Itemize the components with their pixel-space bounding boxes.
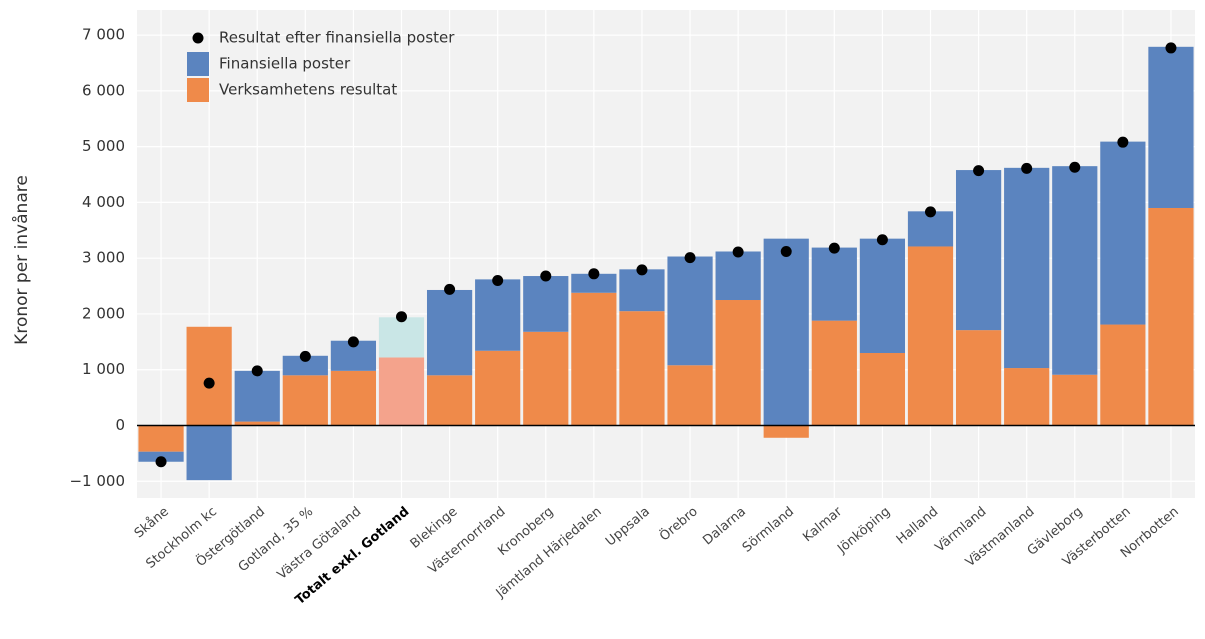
result-point (780, 245, 792, 257)
x-tick-label: Skåne (132, 504, 172, 541)
result-point (1021, 162, 1033, 174)
bar-segment (1052, 374, 1098, 426)
result-point (492, 274, 504, 286)
result-point (636, 264, 648, 276)
result-point (1117, 136, 1129, 148)
result-point (1069, 161, 1081, 173)
x-tick-label: Jönköping (834, 504, 893, 557)
bar-segment (667, 256, 713, 366)
bar-segment (619, 311, 665, 426)
y-axis-label: Kronor per invånare (11, 175, 32, 345)
result-point (973, 165, 985, 177)
y-tick-label: 6 000 (82, 81, 125, 99)
result-point (828, 242, 840, 254)
legend-label: Finansiella poster (219, 55, 351, 73)
bar-segment (475, 279, 521, 351)
bar-segment (1148, 207, 1194, 426)
result-point (588, 268, 600, 280)
result-point (299, 350, 311, 362)
bar-segment (811, 247, 857, 321)
result-point (876, 234, 888, 246)
result-point (444, 283, 456, 295)
result-point (732, 246, 744, 258)
result-point (347, 336, 359, 348)
bar-segment (1100, 324, 1146, 426)
y-tick-label: 0 (115, 416, 125, 434)
bar-segment (138, 425, 184, 452)
result-point (251, 365, 263, 377)
legend-label: Verksamhetens resultat (219, 81, 397, 99)
bar-segment (667, 365, 713, 426)
x-tick-label: Sörmland (740, 504, 797, 555)
y-tick-label: 1 000 (82, 360, 125, 378)
bar-segment (955, 170, 1002, 331)
bar-segment (186, 425, 232, 481)
result-point (684, 252, 696, 264)
bar-segment (859, 352, 906, 426)
bar-segment (811, 320, 857, 426)
legend-swatch (187, 78, 209, 102)
x-tick-label: Kalmar (800, 504, 845, 545)
y-tick-label: −1 000 (69, 472, 125, 490)
bar-segment (234, 370, 280, 422)
y-tick-label: 7 000 (82, 26, 125, 44)
bar-segment (1100, 141, 1146, 325)
bar-segment (186, 326, 232, 426)
y-tick-label: 2 000 (82, 304, 125, 322)
result-point (1165, 42, 1177, 54)
bar-segment (715, 251, 761, 301)
bar-segment (426, 289, 473, 376)
result-point (540, 270, 552, 282)
bar-segment (859, 238, 906, 353)
bar-segment (571, 273, 617, 293)
result-point (155, 456, 167, 468)
bar-segment (475, 350, 521, 426)
y-tick-label: 4 000 (82, 193, 125, 211)
bar-segment (330, 370, 377, 426)
bar-segment (282, 355, 328, 376)
bar-segment (763, 238, 809, 426)
x-tick-label: Halland (894, 504, 942, 547)
bar-segment (1148, 46, 1194, 208)
legend-label: Resultat efter finansiella poster (219, 29, 455, 47)
bar-segment (1004, 167, 1050, 369)
bar-segment (378, 317, 425, 358)
x-tick-label: Uppsala (603, 504, 653, 549)
bar-segment (571, 292, 617, 426)
y-tick-label: 5 000 (82, 137, 125, 155)
bar-segment (234, 421, 280, 426)
result-point (203, 377, 215, 389)
bar-segment (426, 375, 473, 426)
bar-segment (619, 269, 665, 312)
x-tick-label: Västra Götaland (275, 504, 365, 583)
legend-marker (192, 32, 204, 44)
bar-segment (907, 246, 954, 426)
bar-segment (1052, 166, 1098, 375)
result-point (396, 311, 407, 323)
bar-segment (523, 276, 569, 332)
x-tick-label: Örebro (656, 503, 701, 545)
bar-segment (955, 330, 1002, 426)
bar-segment (282, 375, 328, 426)
y-tick-label: 3 000 (82, 249, 125, 267)
bar-segment (378, 357, 425, 426)
bar-segment (523, 331, 569, 426)
bar-segment (763, 425, 809, 438)
bar-segment (715, 300, 761, 426)
bar-segment (1004, 368, 1050, 426)
legend-swatch (187, 52, 209, 76)
result-point (925, 206, 936, 218)
